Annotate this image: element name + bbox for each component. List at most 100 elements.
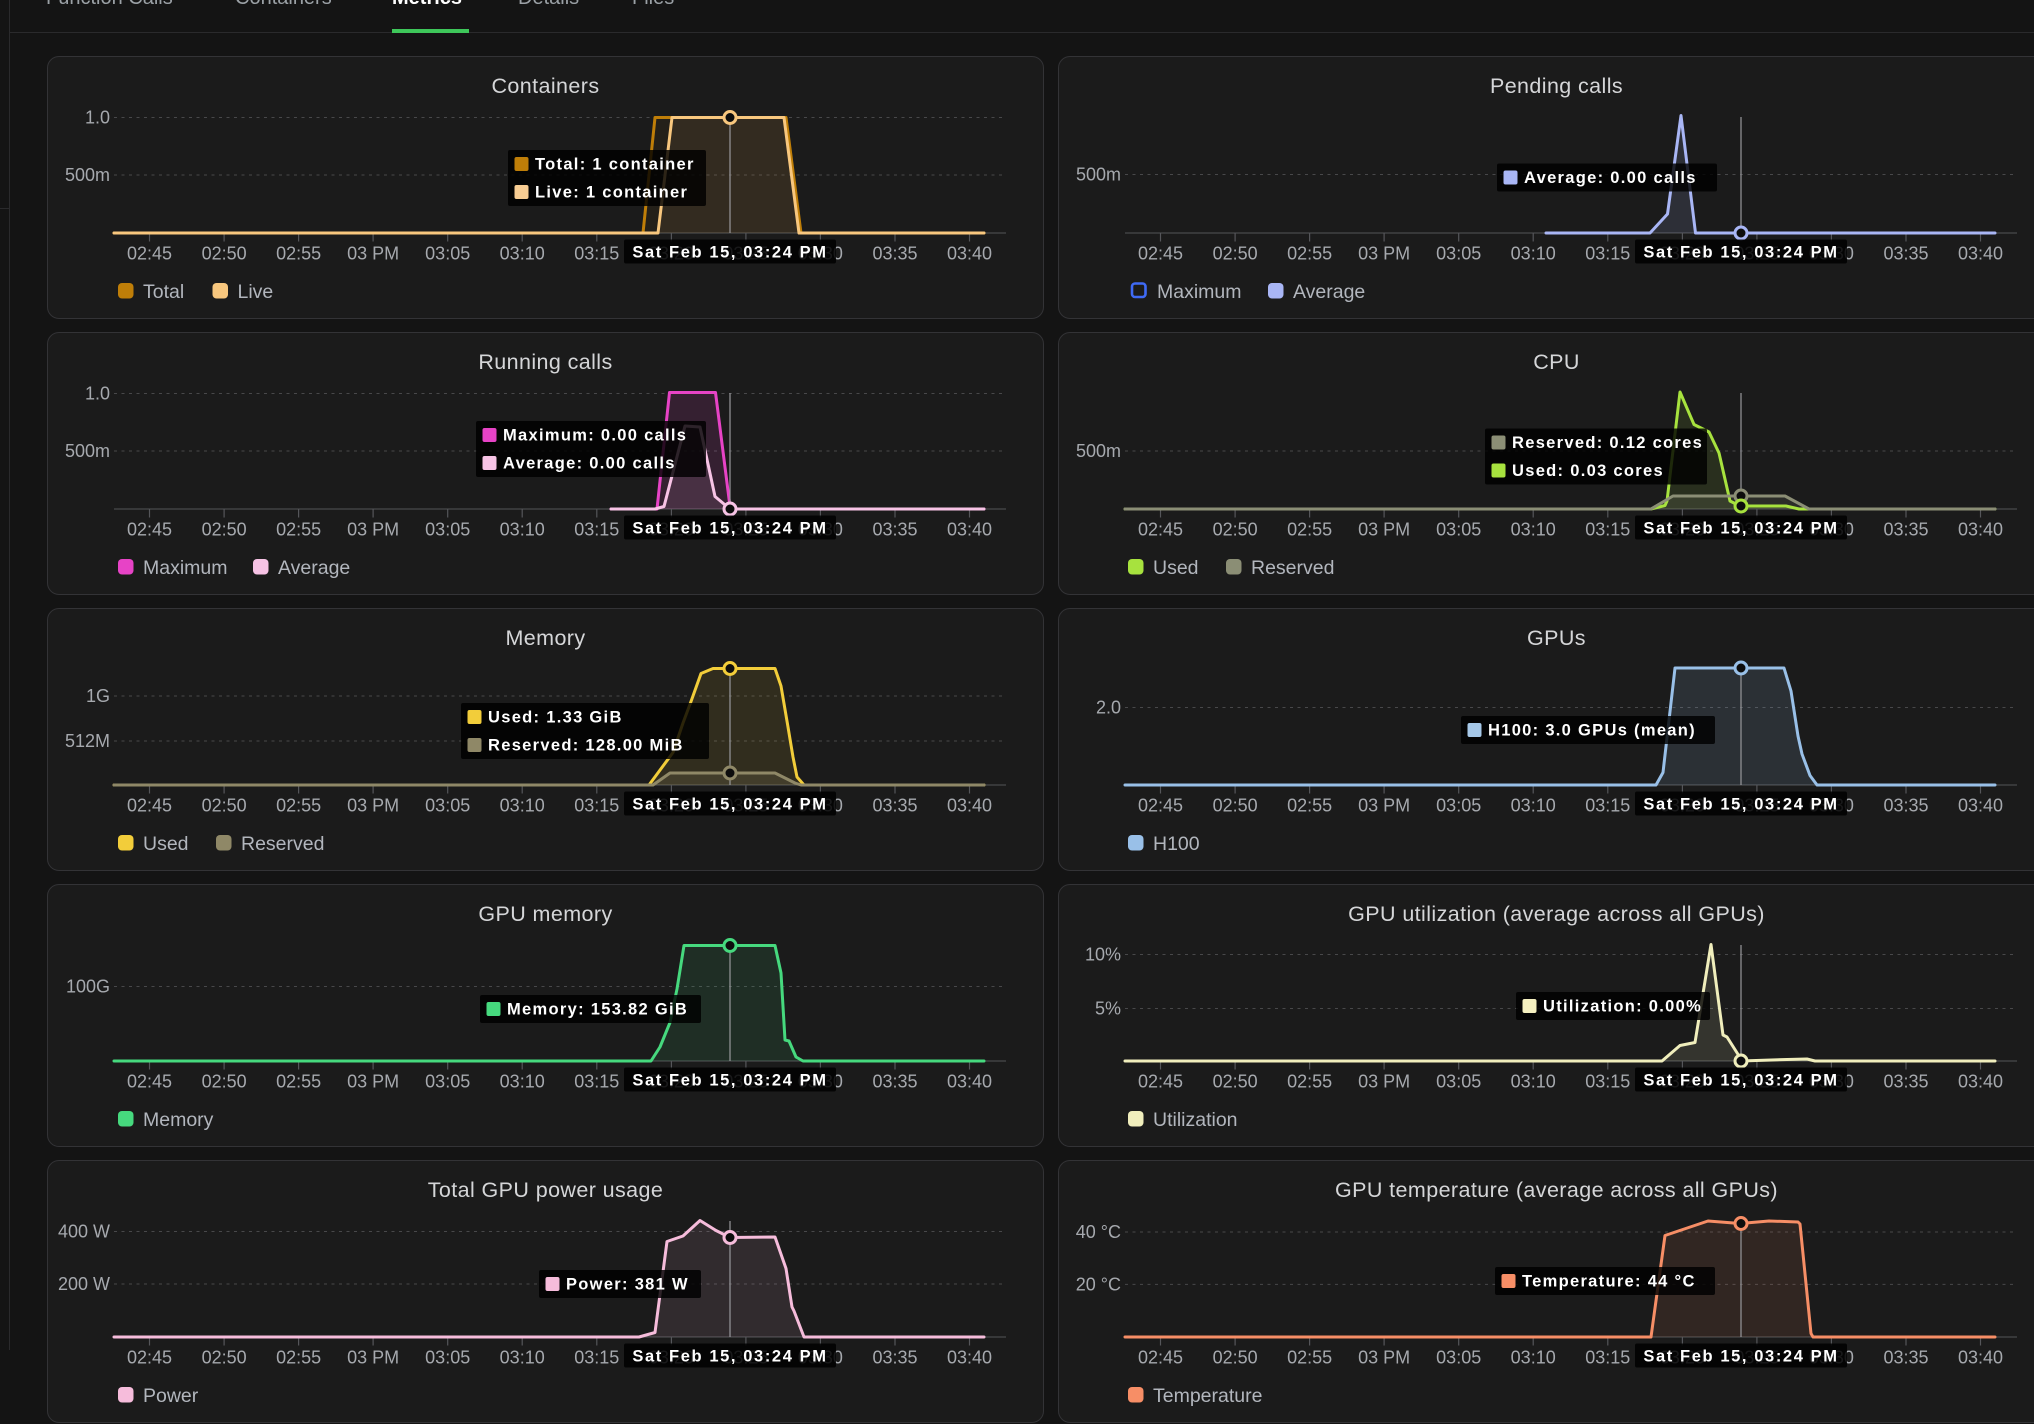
svg-text:Used: Used — [1153, 557, 1199, 579]
svg-text:02:50: 02:50 — [1213, 519, 1258, 539]
svg-text:Total: 1 container: Total: 1 container — [535, 155, 695, 173]
svg-text:Average: 0.00 calls: Average: 0.00 calls — [1524, 169, 1697, 187]
svg-text:03:05: 03:05 — [1436, 1071, 1481, 1091]
svg-text:5%: 5% — [1095, 998, 1121, 1018]
svg-text:03:05: 03:05 — [425, 795, 470, 815]
svg-text:03 PM: 03 PM — [347, 795, 399, 815]
svg-text:500m: 500m — [1076, 164, 1121, 184]
svg-text:03:40: 03:40 — [1958, 795, 2003, 815]
svg-text:03:35: 03:35 — [872, 795, 917, 815]
svg-text:03 PM: 03 PM — [1358, 795, 1410, 815]
svg-text:03:10: 03:10 — [1511, 243, 1556, 263]
svg-text:Sat Feb 15, 03:24 PM: Sat Feb 15, 03:24 PM — [1643, 1071, 1838, 1089]
svg-text:02:50: 02:50 — [1213, 795, 1258, 815]
svg-text:03:05: 03:05 — [1436, 519, 1481, 539]
svg-text:02:50: 02:50 — [202, 243, 247, 263]
svg-text:02:45: 02:45 — [127, 1071, 172, 1091]
svg-text:100G: 100G — [66, 976, 110, 996]
svg-text:Reserved: 0.12 cores: Reserved: 0.12 cores — [1512, 434, 1703, 452]
svg-text:02:45: 02:45 — [127, 795, 172, 815]
svg-text:Used: 1.33 GiB: Used: 1.33 GiB — [488, 708, 623, 726]
svg-text:500m: 500m — [65, 441, 110, 461]
svg-text:02:50: 02:50 — [202, 795, 247, 815]
svg-text:03:10: 03:10 — [500, 795, 545, 815]
svg-text:03:40: 03:40 — [1958, 1347, 2003, 1367]
svg-text:1G: 1G — [86, 686, 110, 706]
svg-text:02:45: 02:45 — [1138, 243, 1183, 263]
svg-text:Used: Used — [143, 833, 189, 855]
svg-text:Sat Feb 15, 03:24 PM: Sat Feb 15, 03:24 PM — [632, 1071, 827, 1089]
svg-text:Maximum: Maximum — [143, 557, 228, 579]
svg-text:02:45: 02:45 — [127, 519, 172, 539]
svg-text:02:45: 02:45 — [1138, 519, 1183, 539]
svg-text:Total: Total — [143, 281, 184, 303]
svg-text:03 PM: 03 PM — [347, 243, 399, 263]
svg-text:03:15: 03:15 — [574, 519, 619, 539]
svg-text:03:15: 03:15 — [1585, 243, 1630, 263]
svg-text:03:05: 03:05 — [425, 519, 470, 539]
svg-text:Live: Live — [238, 281, 274, 303]
svg-text:03:15: 03:15 — [574, 795, 619, 815]
svg-text:500m: 500m — [1076, 441, 1121, 461]
svg-text:03:15: 03:15 — [574, 243, 619, 263]
svg-text:Average: Average — [278, 557, 350, 579]
svg-text:03:40: 03:40 — [947, 243, 992, 263]
svg-text:02:50: 02:50 — [1213, 1347, 1258, 1367]
svg-text:Utilization: Utilization — [1153, 1109, 1238, 1131]
svg-text:Sat Feb 15, 03:24 PM: Sat Feb 15, 03:24 PM — [1643, 795, 1838, 813]
svg-text:Temperature: 44 °C: Temperature: 44 °C — [1522, 1272, 1696, 1290]
svg-text:Sat Feb 15, 03:24 PM: Sat Feb 15, 03:24 PM — [1643, 519, 1838, 537]
svg-text:03 PM: 03 PM — [347, 519, 399, 539]
svg-text:03 PM: 03 PM — [1358, 243, 1410, 263]
svg-text:02:50: 02:50 — [202, 1347, 247, 1367]
svg-text:H100: H100 — [1153, 833, 1200, 855]
svg-text:Reserved: Reserved — [241, 833, 324, 855]
svg-text:03:15: 03:15 — [1585, 519, 1630, 539]
svg-text:03:10: 03:10 — [500, 243, 545, 263]
svg-text:03:10: 03:10 — [1511, 519, 1556, 539]
svg-text:03:10: 03:10 — [500, 1347, 545, 1367]
svg-text:1.0: 1.0 — [85, 107, 110, 127]
svg-text:03:15: 03:15 — [574, 1071, 619, 1091]
svg-text:H100: 3.0 GPUs (mean): H100: 3.0 GPUs (mean) — [1488, 721, 1696, 739]
svg-text:03 PM: 03 PM — [347, 1071, 399, 1091]
svg-text:512M: 512M — [65, 731, 110, 751]
svg-text:03:35: 03:35 — [1883, 519, 1928, 539]
svg-text:03:15: 03:15 — [1585, 1347, 1630, 1367]
svg-text:Sat Feb 15, 03:24 PM: Sat Feb 15, 03:24 PM — [1643, 243, 1838, 261]
svg-text:Utilization: 0.00%: Utilization: 0.00% — [1543, 997, 1702, 1015]
svg-text:20 °C: 20 °C — [1076, 1274, 1121, 1294]
svg-text:Sat Feb 15, 03:24 PM: Sat Feb 15, 03:24 PM — [632, 243, 827, 261]
svg-text:10%: 10% — [1085, 944, 1121, 964]
svg-text:03:40: 03:40 — [947, 795, 992, 815]
svg-text:500m: 500m — [65, 165, 110, 185]
svg-text:Memory: 153.82 GiB: Memory: 153.82 GiB — [507, 1000, 688, 1018]
svg-text:03:05: 03:05 — [425, 1071, 470, 1091]
svg-text:200 W: 200 W — [58, 1274, 110, 1294]
svg-text:03:35: 03:35 — [1883, 795, 1928, 815]
svg-text:03 PM: 03 PM — [1358, 1347, 1410, 1367]
svg-text:02:50: 02:50 — [1213, 243, 1258, 263]
svg-text:03 PM: 03 PM — [1358, 519, 1410, 539]
svg-text:03:40: 03:40 — [1958, 243, 2003, 263]
svg-text:03:40: 03:40 — [947, 1071, 992, 1091]
svg-text:40 °C: 40 °C — [1076, 1222, 1121, 1242]
svg-text:03:35: 03:35 — [1883, 243, 1928, 263]
svg-text:2.0: 2.0 — [1096, 697, 1121, 717]
svg-text:02:45: 02:45 — [127, 243, 172, 263]
svg-text:02:55: 02:55 — [1287, 519, 1332, 539]
svg-text:03:10: 03:10 — [1511, 795, 1556, 815]
svg-text:03:40: 03:40 — [947, 1347, 992, 1367]
svg-text:1.0: 1.0 — [85, 383, 110, 403]
svg-text:Used: 0.03 cores: Used: 0.03 cores — [1512, 462, 1664, 480]
svg-text:Maximum: 0.00 calls: Maximum: 0.00 calls — [503, 426, 687, 444]
svg-text:03:35: 03:35 — [1883, 1347, 1928, 1367]
svg-text:03:15: 03:15 — [574, 1347, 619, 1367]
svg-text:02:45: 02:45 — [1138, 795, 1183, 815]
svg-text:02:55: 02:55 — [276, 1347, 321, 1367]
svg-text:Power: 381 W: Power: 381 W — [566, 1275, 689, 1293]
svg-text:03:35: 03:35 — [872, 1347, 917, 1367]
svg-text:03:35: 03:35 — [872, 243, 917, 263]
svg-text:02:55: 02:55 — [276, 1071, 321, 1091]
svg-text:03:10: 03:10 — [500, 519, 545, 539]
